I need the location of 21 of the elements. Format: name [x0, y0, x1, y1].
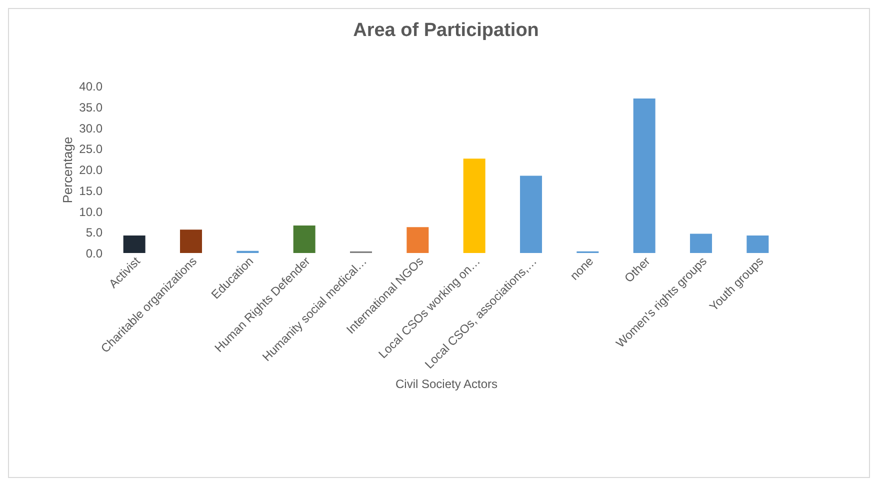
y-tick-label: 5.0 — [86, 226, 103, 240]
y-tick-label: 40.0 — [79, 80, 103, 94]
bar — [123, 235, 146, 253]
bar — [633, 98, 656, 253]
y-tick-label: 25.0 — [79, 142, 103, 156]
chart-title: Area of Participation — [353, 20, 539, 41]
y-tick-label: 20.0 — [79, 163, 103, 177]
y-tick-label: 0.0 — [86, 246, 103, 260]
bar — [746, 235, 769, 253]
x-axis-title: Civil Society Actors — [395, 376, 498, 391]
bar — [180, 230, 202, 253]
y-axis-title: Percentage — [60, 136, 76, 204]
bar — [406, 227, 429, 253]
bar — [463, 158, 486, 253]
y-tick-label: 10.0 — [79, 204, 103, 219]
bar — [520, 176, 542, 253]
bar — [293, 225, 316, 253]
y-tick-label: 30.0 — [79, 121, 103, 136]
y-tick-label: 35.0 — [79, 100, 103, 114]
bar — [690, 234, 712, 253]
y-tick-label: 15.0 — [79, 184, 103, 198]
